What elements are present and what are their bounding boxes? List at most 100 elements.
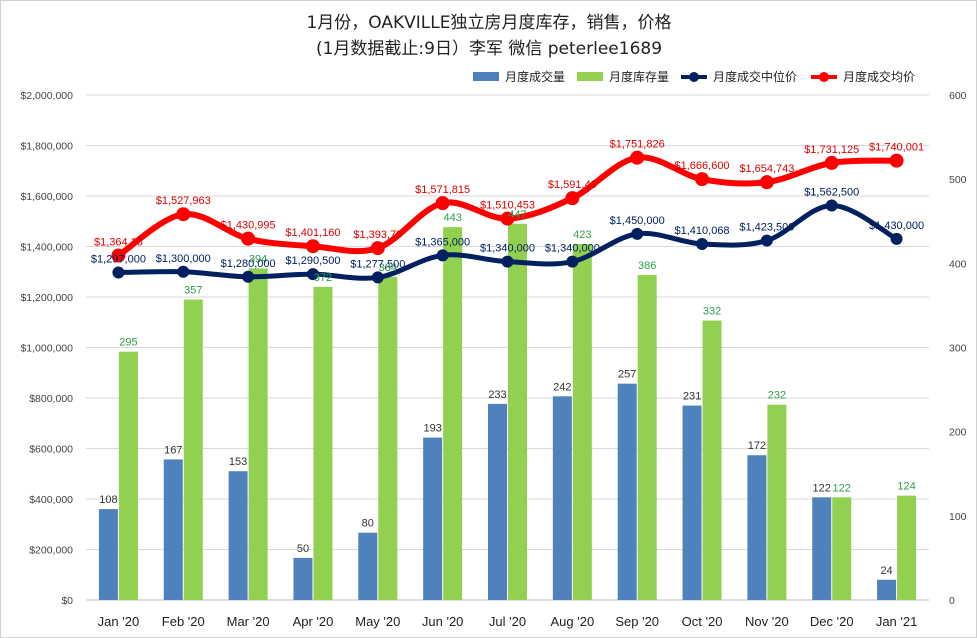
bars — [98, 223, 917, 600]
bar — [552, 396, 572, 600]
bar-value-label: 122 — [813, 482, 831, 494]
bar — [443, 227, 463, 600]
bar-value-label: 80 — [362, 518, 374, 530]
line-value-label: $1,280,000 — [221, 258, 276, 270]
bar — [572, 243, 592, 600]
x-tick-label: Jul '20 — [489, 614, 526, 629]
series-point — [889, 153, 904, 168]
x-tick-label: Jun '20 — [422, 614, 464, 629]
line-value-label: $1,364,18 — [94, 237, 143, 249]
line-value-label: $1,571,815 — [415, 184, 470, 196]
x-tick-label: Jan '21 — [876, 614, 918, 629]
bar — [228, 471, 248, 600]
line-value-label: $1,751,826 — [610, 139, 665, 151]
line-value-label: $1,277,500 — [350, 258, 405, 270]
y-right-tick-label: 400 — [949, 258, 967, 270]
series-point — [501, 255, 514, 268]
bar-value-label: 172 — [748, 440, 766, 452]
series-point — [305, 239, 320, 254]
bar — [702, 320, 722, 600]
bar-value-label: 443 — [443, 212, 461, 224]
legend-marker — [819, 72, 829, 82]
y-left-tick-label: $0 — [61, 595, 73, 607]
line-value-label: $1,423,500 — [739, 222, 794, 234]
legend-marker — [689, 72, 699, 82]
series-point — [565, 191, 580, 206]
gridlines — [86, 94, 929, 601]
bar — [617, 383, 637, 600]
x-tick-label: Oct '20 — [682, 614, 723, 629]
bar — [313, 286, 333, 600]
series-point — [500, 211, 515, 226]
y-left-tick-label: $1,000,000 — [20, 343, 73, 355]
series-point — [242, 270, 255, 283]
bar-value-label: 231 — [683, 391, 701, 403]
bar-value-label: 167 — [164, 444, 182, 456]
bar — [747, 455, 767, 600]
bar-value-label: 357 — [184, 285, 202, 297]
y-left-tick-label: $200,000 — [29, 545, 73, 557]
bar — [488, 403, 507, 600]
series-point — [436, 249, 449, 262]
bar-value-label: 122 — [833, 482, 851, 494]
bar — [183, 299, 203, 600]
y-left-tick-label: $800,000 — [29, 393, 73, 405]
y-left-tick-label: $1,400,000 — [20, 242, 73, 254]
series-point — [630, 150, 645, 165]
series-point — [241, 231, 256, 246]
y-right-tick-label: 600 — [949, 90, 967, 102]
legend-label: 月度成交中位价 — [713, 69, 797, 84]
bar-value-label: 257 — [618, 369, 636, 381]
series-point — [435, 196, 450, 211]
line-value-label: $1,340,000 — [480, 243, 535, 255]
x-tick-label: Feb '20 — [162, 614, 205, 629]
line-value-label: $1,393,79 — [353, 229, 402, 241]
legend-label: 月度成交均价 — [843, 69, 915, 84]
x-tick-label: Apr '20 — [293, 614, 334, 629]
bar — [877, 579, 897, 600]
line-value-label: $1,731,125 — [804, 144, 859, 156]
line-value-label: $1,591,49 — [548, 179, 597, 191]
series-point — [177, 265, 190, 278]
series-point — [111, 248, 126, 263]
series-point — [176, 207, 191, 222]
legend-label: 月度成交量 — [505, 69, 565, 84]
bar-value-label: 193 — [423, 423, 441, 435]
x-axis: Jan '20 Feb '20 Mar '20 Apr '20 May '20 Jun '… — [98, 614, 918, 629]
series-point — [890, 232, 903, 245]
series-point — [370, 241, 385, 256]
legend-swatch — [577, 72, 603, 81]
x-tick-label: Sep '20 — [615, 614, 659, 629]
bar-value-label: 295 — [119, 337, 137, 349]
line-value-label: $1,654,743 — [739, 163, 794, 175]
bar — [118, 351, 138, 600]
bar — [358, 532, 378, 600]
bar — [832, 497, 852, 600]
series-point — [825, 199, 838, 212]
chart-title: 1月份，OAKVILLE独立房月度库存，销售，价格 — [306, 13, 671, 33]
bar — [897, 495, 917, 600]
bar — [682, 405, 702, 600]
bar — [163, 459, 183, 600]
line-value-label: $1,401,160 — [285, 227, 340, 239]
series-point — [112, 266, 125, 279]
legend: 月度成交量 月度库存量 月度成交中位价 月度成交均价 — [473, 69, 915, 84]
line-value-label: $1,365,000 — [415, 236, 470, 248]
bar-value-label: 423 — [573, 229, 591, 241]
x-tick-label: Jan '20 — [98, 614, 140, 629]
y-left-tick-label: $1,600,000 — [20, 191, 73, 203]
left-axis: $0 $200,000 $400,000 $600,000 $800,000 $1,000… — [20, 90, 73, 607]
bar-value-label: 232 — [768, 390, 786, 402]
y-left-tick-label: $2,000,000 — [20, 90, 73, 102]
line-value-label: $1,666,600 — [675, 160, 730, 172]
x-tick-label: Aug '20 — [551, 614, 595, 629]
legend-swatch — [473, 72, 499, 81]
bar — [423, 437, 443, 600]
bar-value-label: 108 — [99, 494, 117, 506]
bar — [508, 223, 527, 600]
y-right-tick-label: 500 — [949, 174, 967, 186]
bar — [293, 557, 313, 600]
series-point — [759, 175, 774, 190]
bar-value-label: 153 — [229, 456, 247, 468]
line-value-label: $1,297,000 — [91, 254, 146, 266]
